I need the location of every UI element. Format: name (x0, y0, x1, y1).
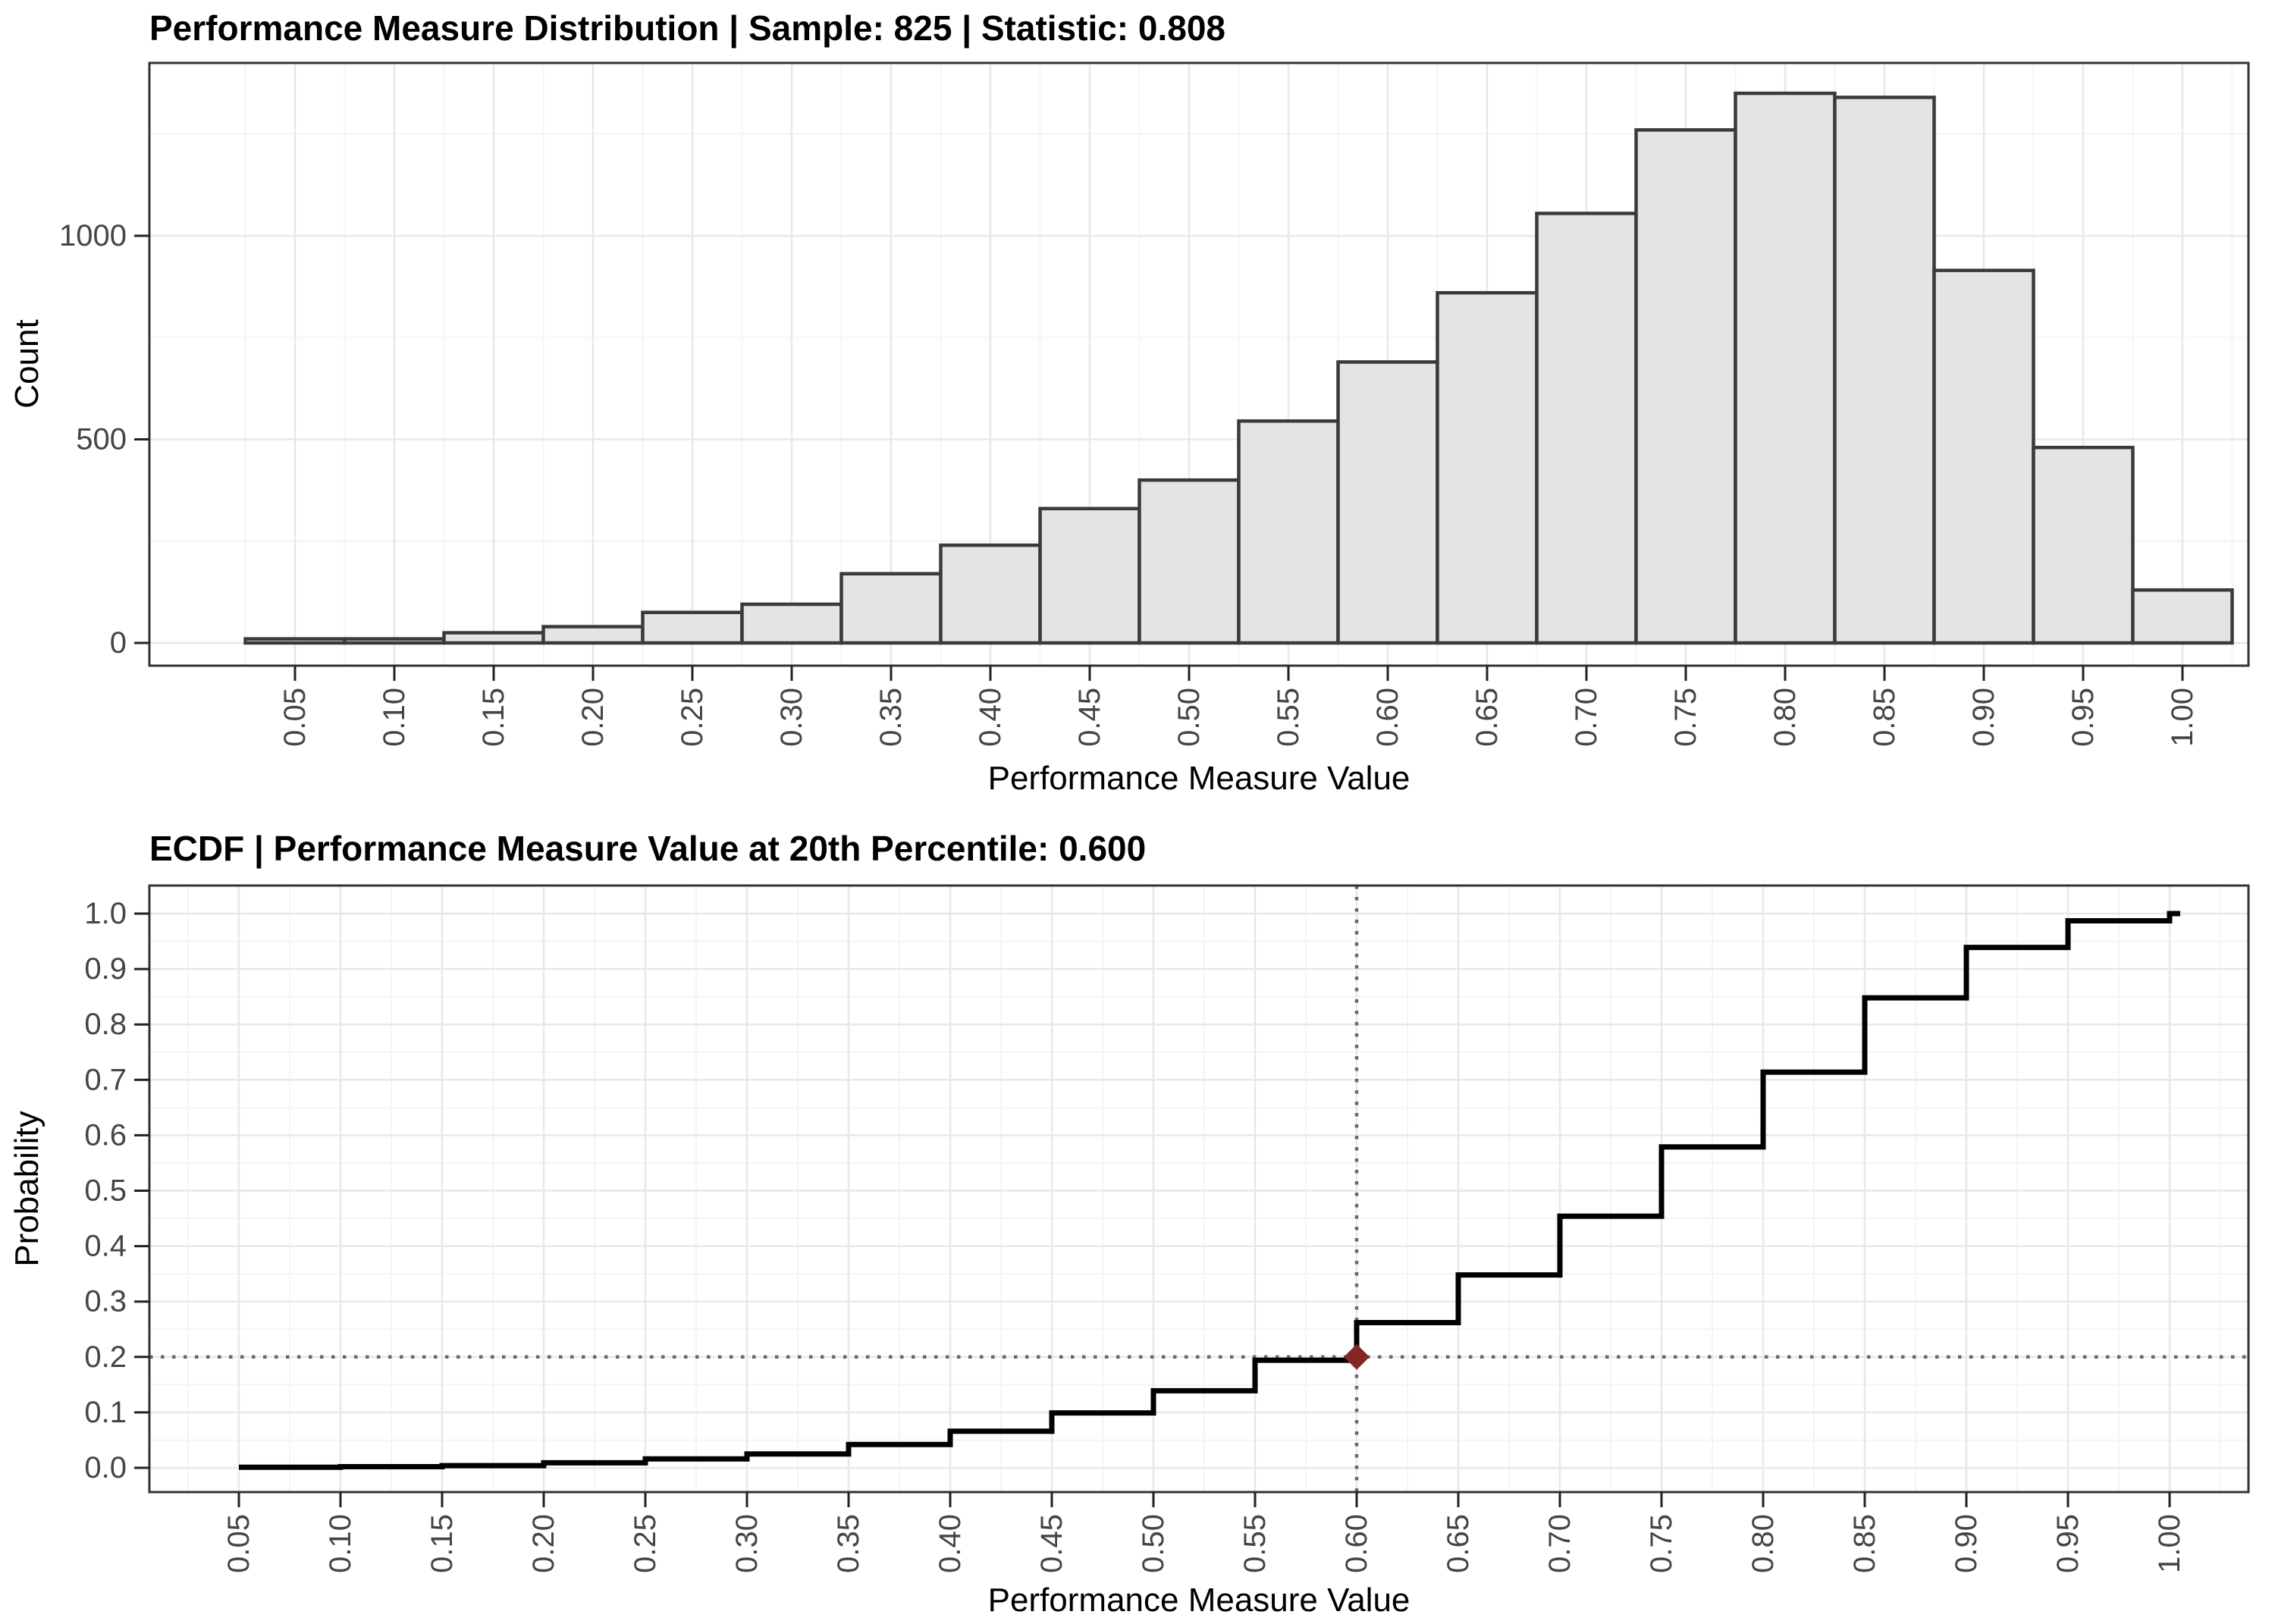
x-tick-label: 0.90 (1967, 688, 2000, 747)
histogram-bar (1436, 290, 1539, 645)
y-tick-label: 0.9 (84, 952, 127, 986)
histogram-bar (1833, 96, 1936, 645)
y-tick-label: 0.6 (84, 1118, 127, 1152)
x-tick-label: 1.00 (2153, 1514, 2186, 1573)
x-tick-label: 0.25 (629, 1514, 662, 1573)
y-tick-label: 0.8 (84, 1008, 127, 1041)
x-tick-label: 0.80 (1768, 688, 1802, 747)
percentile-point (1344, 1343, 1370, 1370)
x-tick-label: 0.45 (1073, 688, 1106, 747)
y-tick-label: 0.1 (84, 1396, 127, 1429)
x-tick-label: 0.15 (425, 1514, 459, 1573)
x-tick-label: 0.30 (730, 1514, 764, 1573)
histogram-title: Performance Measure Distribution | Sampl… (149, 8, 1226, 48)
histogram-bar (1734, 91, 1837, 645)
x-tick-label: 0.50 (1172, 688, 1206, 747)
histogram-x-axis-title: Performance Measure Value (987, 760, 1410, 797)
x-tick-label: 0.45 (1035, 1514, 1068, 1573)
histogram-panel: 0 500 1000 0.05 0.10 0.15 0.20 0.25 0.30 0.35 0.40… (59, 61, 2250, 747)
x-tick-label: 0.20 (576, 688, 610, 747)
histogram-bar (1237, 419, 1340, 645)
x-tick-label: 1.00 (2166, 688, 2199, 747)
y-tick-label: 0.7 (84, 1063, 127, 1096)
x-tick-label: 0.60 (1340, 1514, 1373, 1573)
x-tick-label: 0.60 (1371, 688, 1404, 747)
x-tick-label: 0.70 (1543, 1514, 1577, 1573)
x-tick-label: 0.25 (676, 688, 709, 747)
ecdf-step-line (239, 911, 2180, 1470)
ecdf-title: ECDF | Performance Measure Value at 20th… (149, 829, 1147, 868)
x-tick-label: 0.95 (2051, 1514, 2085, 1573)
y-tick-label: 0 (110, 626, 127, 660)
histogram-bar (641, 610, 744, 645)
y-tick-label: 1.0 (84, 897, 127, 930)
histogram-bar (2131, 588, 2234, 645)
y-tick-label: 0.2 (84, 1340, 127, 1374)
histogram-bar (442, 631, 545, 645)
histogram-bar (541, 625, 645, 645)
histogram-bar (343, 637, 446, 645)
x-tick-label: 0.40 (974, 688, 1007, 747)
x-tick-label: 0.05 (222, 1514, 256, 1573)
y-tick-label: 0.4 (84, 1230, 127, 1263)
x-tick-label: 0.70 (1570, 688, 1603, 747)
histogram-bar (243, 637, 347, 645)
x-tick-label: 0.05 (278, 688, 312, 747)
y-tick-label: 0.5 (84, 1174, 127, 1208)
histogram-bar (1038, 506, 1141, 645)
x-tick-label: 0.10 (324, 1514, 357, 1573)
y-tick-label: 0.3 (84, 1285, 127, 1318)
histogram-bar (1634, 128, 1737, 645)
x-tick-label: 0.85 (1868, 688, 1901, 747)
x-tick-label: 0.35 (832, 1514, 865, 1573)
panel-border (148, 61, 2250, 667)
histogram-bar (1535, 212, 1638, 645)
x-tick-label: 0.55 (1238, 1514, 1272, 1573)
histogram-bar (740, 602, 843, 645)
x-tick-label: 0.55 (1272, 688, 1305, 747)
y-tick-label: 0.0 (84, 1451, 127, 1484)
y-tick-label: 1000 (59, 219, 127, 252)
ecdf-x-axis-title: Performance Measure Value (987, 1582, 1410, 1619)
x-tick-label: 0.75 (1645, 1514, 1678, 1573)
x-tick-label: 0.30 (775, 688, 808, 747)
ecdf-panel: 0.0 0.1 0.2 0.3 0.4 0.5 0.6 0.7 0.8 0.9 1.0 0.05 0.1… (84, 884, 2250, 1573)
x-tick-label: 0.35 (874, 688, 908, 747)
x-tick-label: 0.95 (2066, 688, 2100, 747)
x-tick-label: 0.40 (934, 1514, 967, 1573)
panel-border (148, 884, 2250, 1494)
histogram-bar (939, 543, 1042, 645)
x-tick-label: 0.20 (527, 1514, 560, 1573)
histogram-bar (1138, 478, 1241, 645)
histogram-bar (1932, 268, 2035, 645)
x-tick-label: 0.10 (378, 688, 411, 747)
x-tick-label: 0.90 (1950, 1514, 1983, 1573)
y-tick-label: 500 (76, 423, 127, 456)
x-tick-label: 0.75 (1669, 688, 1702, 747)
histogram-bar (2032, 445, 2135, 645)
histogram-bar (1336, 360, 1439, 645)
x-tick-label: 0.80 (1746, 1514, 1780, 1573)
x-tick-label: 0.85 (1848, 1514, 1881, 1573)
x-tick-label: 0.50 (1137, 1514, 1170, 1573)
x-tick-label: 0.15 (477, 688, 510, 747)
histogram-bar (839, 572, 943, 645)
x-tick-label: 0.65 (1470, 688, 1504, 747)
x-tick-label: 0.65 (1442, 1514, 1475, 1573)
